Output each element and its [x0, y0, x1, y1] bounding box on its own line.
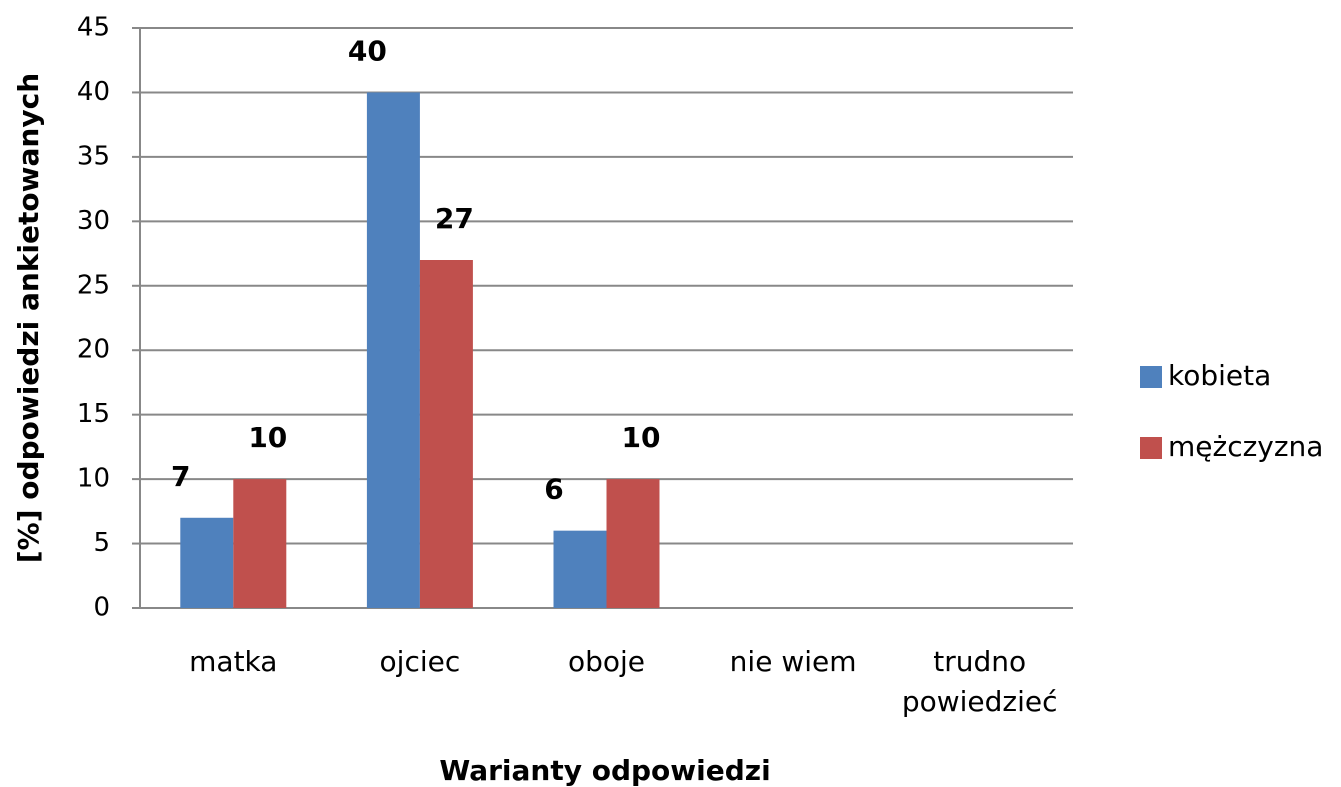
bar [233, 479, 287, 608]
data-label: 7 [171, 460, 190, 493]
legend-swatch [1140, 437, 1162, 459]
y-axis-title: [%] odpowiedzi ankietowanych [12, 73, 45, 563]
x-axis-title: Warianty odpowiedzi [439, 754, 770, 787]
y-tick-label: 15 [77, 399, 110, 429]
bar [606, 479, 660, 608]
data-label: 10 [248, 421, 287, 454]
data-label: 40 [348, 34, 387, 67]
bar [180, 517, 234, 608]
y-tick-label: 30 [77, 206, 110, 236]
y-tick-label: 35 [77, 141, 110, 171]
x-tick-label: matka [189, 645, 278, 678]
legend-swatch [1140, 366, 1162, 388]
x-tick-label: ojciec [379, 645, 461, 678]
x-tick-label: trudno powiedzieć [901, 645, 1058, 718]
legend-label: kobieta [1168, 359, 1271, 392]
x-tick-label: nie wiem [729, 645, 857, 678]
data-label: 27 [435, 202, 474, 235]
data-label: 6 [544, 473, 563, 506]
y-tick-label: 10 [77, 464, 110, 494]
x-tick-label: oboje [567, 645, 646, 678]
data-label: 10 [622, 421, 661, 454]
bar [419, 260, 473, 608]
legend-label: mężczyzna [1168, 430, 1323, 463]
y-tick-label: 5 [93, 528, 110, 558]
y-tick-label: 20 [77, 335, 110, 365]
y-tick-label: 45 [77, 13, 110, 43]
bar [366, 92, 420, 608]
y-tick-label: 25 [77, 270, 110, 300]
y-tick-label: 0 [93, 593, 110, 623]
y-tick-label: 40 [77, 77, 110, 107]
bar [553, 530, 607, 608]
